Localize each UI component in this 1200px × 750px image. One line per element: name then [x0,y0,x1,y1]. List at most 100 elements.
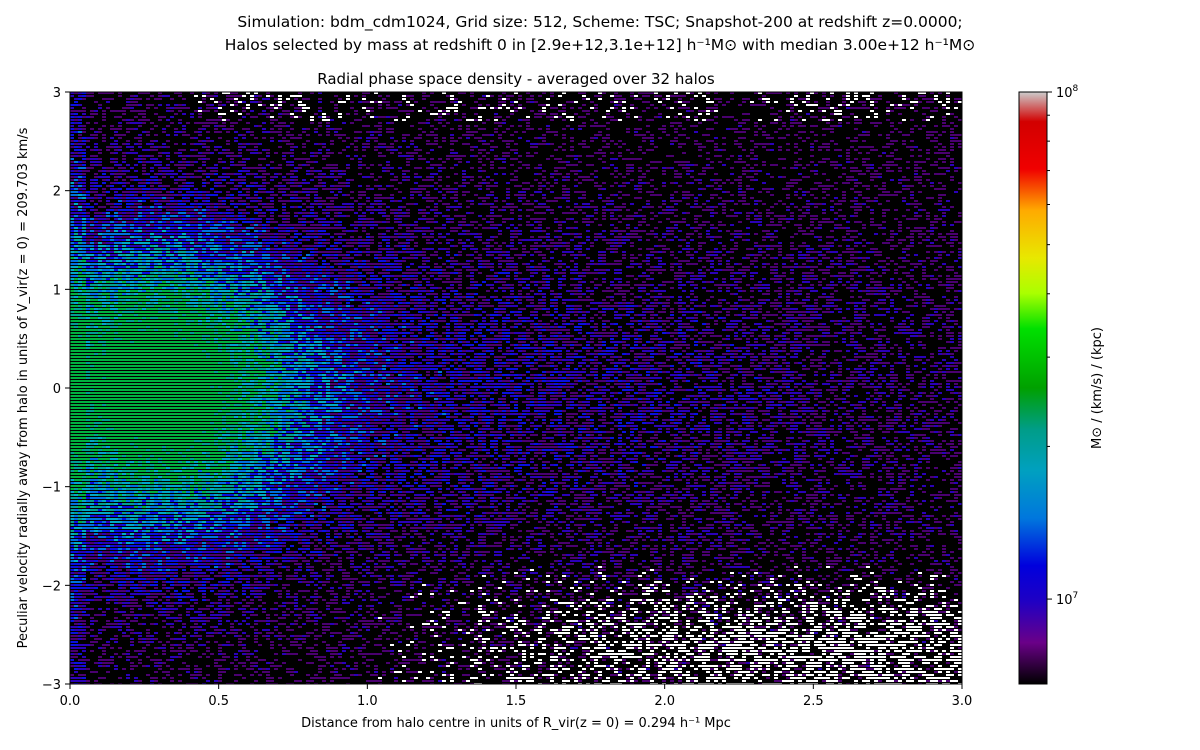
heatmap-cell [362,212,366,214]
heatmap-cell [578,236,582,238]
heatmap-cell [738,161,742,163]
heatmap-cell [818,119,822,121]
heatmap-cell [358,236,362,238]
heatmap-cell [214,146,218,148]
heatmap-cell [174,164,178,166]
heatmap-cell [166,227,170,229]
heatmap-cell [754,158,758,160]
heatmap-cell [82,161,86,163]
heatmap-cell [474,194,478,196]
heatmap-cell [194,122,198,124]
heatmap-cell [486,158,490,160]
heatmap-cell [362,116,366,118]
heatmap-cell [138,119,142,121]
heatmap-cell [490,212,494,214]
heatmap-cell [326,131,330,133]
heatmap-cell [358,191,362,193]
heatmap-cell [118,203,122,205]
heatmap-cell [814,236,818,238]
heatmap-cell [834,164,838,166]
heatmap-cell [310,173,314,175]
heatmap-cell [378,185,382,187]
heatmap-cell [526,98,530,100]
heatmap-cell [374,101,378,103]
heatmap-cell [342,140,346,142]
heatmap-cell [130,101,134,103]
heatmap-cell [490,221,494,223]
heatmap-cell [930,221,934,223]
heatmap-cell [70,158,74,160]
heatmap-cell [126,221,130,223]
heatmap-cell [222,104,226,106]
heatmap-cell [470,200,474,202]
heatmap-cell [462,116,466,118]
heatmap-cell [614,107,618,109]
heatmap-cell [854,212,858,214]
heatmap-cell [946,125,950,127]
heatmap-cell [950,143,954,145]
heatmap-cell [714,98,718,100]
heatmap-cell [78,95,82,97]
heatmap-cell [582,140,586,142]
heatmap-cell [78,236,82,238]
heatmap-cell [130,146,134,148]
heatmap-cell [950,176,954,178]
heatmap-cell [878,167,882,169]
heatmap-cell [638,188,642,190]
heatmap-cell [506,152,510,154]
heatmap-cell [514,179,518,181]
heatmap-cell [254,218,258,220]
heatmap-cell [182,173,186,175]
heatmap-cell [158,209,162,211]
heatmap-cell [838,125,842,127]
heatmap-cell [94,239,98,241]
heatmap-cell [414,173,418,175]
heatmap-cell [910,191,914,193]
heatmap-cell [250,95,254,97]
heatmap-cell [206,218,210,220]
heatmap-cell [298,116,302,118]
heatmap-cell [298,158,302,160]
heatmap-cell [590,215,594,217]
heatmap-cell [466,233,470,235]
heatmap-cell [330,185,334,187]
heatmap-cell [614,239,618,241]
heatmap-cell [798,227,802,229]
heatmap-cell [274,167,278,169]
heatmap-cell [294,158,298,160]
heatmap-cell [78,110,82,112]
heatmap-cell [566,155,570,157]
heatmap-cell [862,227,866,229]
heatmap-cell [310,155,314,157]
heatmap-cell [70,194,74,196]
heatmap-cell [214,227,218,229]
heatmap-cell [642,221,646,223]
heatmap-cell [794,146,798,148]
heatmap-cell [818,236,822,238]
heatmap-cell [618,197,622,199]
heatmap-cell [222,176,226,178]
heatmap-cell [534,221,538,223]
heatmap-cell [526,116,530,118]
heatmap-cell [314,224,318,226]
heatmap-cell [538,95,542,97]
heatmap-cell [410,110,414,112]
heatmap-cell [250,182,254,184]
heatmap-cell [70,233,74,235]
heatmap-cell [530,98,534,100]
heatmap-cell [246,239,250,241]
heatmap-cell [242,110,246,112]
heatmap-cell [186,215,190,217]
heatmap-cell [490,167,494,169]
heatmap-cell [126,218,130,220]
heatmap-cell [138,146,142,148]
heatmap-cell [486,176,490,178]
heatmap-cell [254,137,258,139]
heatmap-cell [82,140,86,142]
heatmap-cell [306,128,310,130]
heatmap-cell [210,95,214,97]
heatmap-cell [870,221,874,223]
heatmap-cell [482,143,486,145]
heatmap-cell [750,158,754,160]
heatmap-cell [314,200,318,202]
